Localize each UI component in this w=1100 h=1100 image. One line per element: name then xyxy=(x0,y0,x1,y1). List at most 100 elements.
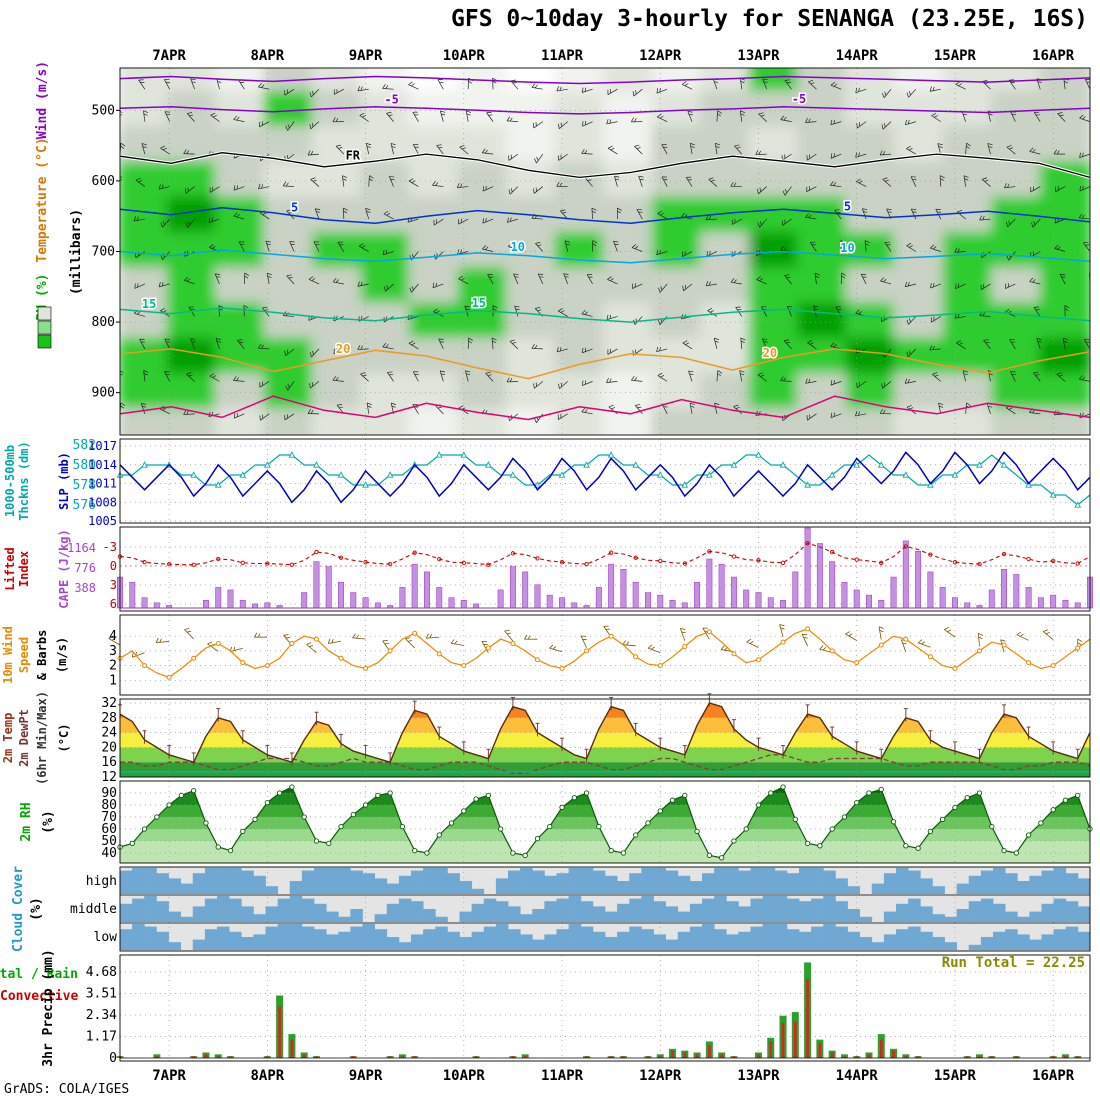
svg-text:10APR: 10APR xyxy=(443,48,486,64)
svg-text:1008: 1008 xyxy=(88,495,117,509)
svg-text:6: 6 xyxy=(110,597,117,611)
svg-text:28: 28 xyxy=(101,711,117,726)
panel-slp-thickness: 582 580 578 576 1017 1014 1011 1008 1005 1000-500… xyxy=(3,438,1091,528)
svg-text:800: 800 xyxy=(92,315,115,330)
svg-text:0: 0 xyxy=(110,559,117,573)
svg-text:7APR: 7APR xyxy=(152,1068,186,1084)
svg-text:2.34: 2.34 xyxy=(86,1008,117,1023)
svg-text:15: 15 xyxy=(472,296,486,310)
svg-text:2: 2 xyxy=(109,659,117,674)
svg-text:90: 90 xyxy=(101,786,117,801)
svg-text:11APR: 11APR xyxy=(541,48,584,64)
svg-text:10: 10 xyxy=(510,240,524,254)
svg-text:1000-500mb: 1000-500mb xyxy=(3,445,17,517)
svg-text:0: 0 xyxy=(109,1051,117,1066)
svg-text:(m/s): (m/s) xyxy=(55,637,69,673)
svg-text:CAPE (J/kg): CAPE (J/kg) xyxy=(57,529,71,608)
svg-text:5: 5 xyxy=(291,201,298,215)
svg-text:20: 20 xyxy=(763,346,777,360)
svg-text:Lifted: Lifted xyxy=(3,547,17,590)
svg-text:900: 900 xyxy=(92,386,115,401)
svg-text:Total / Rain: Total / Rain xyxy=(0,967,78,982)
svg-text:12APR: 12APR xyxy=(639,1068,682,1084)
svg-text:1011: 1011 xyxy=(88,477,117,491)
svg-text:-5: -5 xyxy=(384,92,398,106)
svg-text:8APR: 8APR xyxy=(250,1068,284,1084)
svg-text:15APR: 15APR xyxy=(934,1068,977,1084)
svg-text:70: 70 xyxy=(101,810,117,825)
svg-text:(%): (%) xyxy=(29,897,44,920)
svg-text:1014: 1014 xyxy=(88,458,117,472)
svg-text:20: 20 xyxy=(336,342,350,356)
svg-text:3.51: 3.51 xyxy=(86,987,117,1002)
svg-text:Index: Index xyxy=(17,551,31,587)
date-axis: 7APR 7APR 8APR 8APR 9APR 9APR 10APR 10APR 11APR 1… xyxy=(152,48,1075,1084)
svg-text:4: 4 xyxy=(109,629,117,644)
svg-text:Temperature (°C): Temperature (°C) xyxy=(35,137,50,262)
svg-text:Speed: Speed xyxy=(17,637,31,673)
svg-text:776: 776 xyxy=(74,561,96,575)
svg-text:-5: -5 xyxy=(792,92,806,106)
svg-text:578: 578 xyxy=(73,478,96,493)
svg-text:-3: -3 xyxy=(103,540,117,554)
svg-text:1: 1 xyxy=(109,673,117,688)
svg-text:50: 50 xyxy=(101,834,117,849)
svg-text:580: 580 xyxy=(73,458,96,473)
svg-text:Wind (m/s): Wind (m/s) xyxy=(35,61,50,139)
svg-text:(millibars): (millibars) xyxy=(69,209,84,295)
svg-text:Thckns (dm): Thckns (dm) xyxy=(17,441,31,520)
svg-text:10APR: 10APR xyxy=(443,1068,486,1084)
panel-cloud-cover: high middle low Cloud Cover (%) xyxy=(11,866,1091,952)
svg-text:13APR: 13APR xyxy=(737,48,780,64)
svg-text:Convective: Convective xyxy=(0,989,78,1004)
svg-text:16APR: 16APR xyxy=(1032,48,1075,64)
svg-text:(°C): (°C) xyxy=(57,724,71,753)
svg-text:1164: 1164 xyxy=(67,541,96,555)
panel-upper-air: -5 -5 FR 5 5 10 10 15 15 20 20 500 600 700 800 900 Wind … xyxy=(35,61,1091,436)
svg-text:Cloud Cover: Cloud Cover xyxy=(11,866,26,952)
svg-text:1.17: 1.17 xyxy=(86,1030,117,1045)
svg-text:13APR: 13APR xyxy=(737,1068,780,1084)
svg-text:24: 24 xyxy=(101,726,117,741)
svg-text:& Barbs: & Barbs xyxy=(35,630,49,681)
svg-text:80: 80 xyxy=(101,798,117,813)
svg-text:SLP (mb): SLP (mb) xyxy=(57,452,71,510)
panel-3hr-precip: 4.68 3.51 2.34 1.17 0 Run Total = 22.25 Total … xyxy=(0,949,1091,1067)
svg-text:2m DewPt: 2m DewPt xyxy=(17,709,31,767)
svg-text:FR: FR xyxy=(346,149,361,163)
svg-text:1017: 1017 xyxy=(88,439,117,453)
svg-text:15: 15 xyxy=(142,297,156,311)
svg-text:12APR: 12APR xyxy=(639,48,682,64)
svg-text:600: 600 xyxy=(92,174,115,189)
svg-text:high: high xyxy=(86,874,117,889)
svg-text:9APR: 9APR xyxy=(349,1068,383,1084)
svg-text:20: 20 xyxy=(101,740,117,755)
svg-text:(%): (%) xyxy=(41,810,56,833)
svg-text:10m Wind: 10m Wind xyxy=(1,626,15,684)
svg-text:9APR: 9APR xyxy=(349,48,383,64)
svg-text:12: 12 xyxy=(101,770,117,785)
svg-text:2m Temp: 2m Temp xyxy=(1,713,15,764)
svg-text:5: 5 xyxy=(844,199,851,213)
panel-cape-lifted-index: 1164 776 388 -3 0 3 6 Lifted Index CAPE (J/kg) xyxy=(3,526,1093,612)
svg-text:700: 700 xyxy=(92,245,115,260)
svg-text:576: 576 xyxy=(73,498,96,513)
svg-text:1005: 1005 xyxy=(88,514,117,528)
svg-text:32: 32 xyxy=(101,696,117,711)
page-title: GFS 0~10day 3-hourly for SENANGA (23.25E… xyxy=(451,6,1088,32)
svg-text:3hr Precip (mm): 3hr Precip (mm) xyxy=(41,949,56,1066)
svg-text:3: 3 xyxy=(109,644,117,659)
svg-text:40: 40 xyxy=(101,846,117,861)
svg-text:500: 500 xyxy=(92,103,115,118)
svg-text:14APR: 14APR xyxy=(836,1068,879,1084)
svg-text:middle: middle xyxy=(70,902,117,917)
svg-text:8APR: 8APR xyxy=(250,48,284,64)
svg-text:15APR: 15APR xyxy=(934,48,977,64)
svg-text:7APR: 7APR xyxy=(152,48,186,64)
svg-text:4.68: 4.68 xyxy=(86,965,117,980)
svg-text:2m RH: 2m RH xyxy=(19,802,34,841)
